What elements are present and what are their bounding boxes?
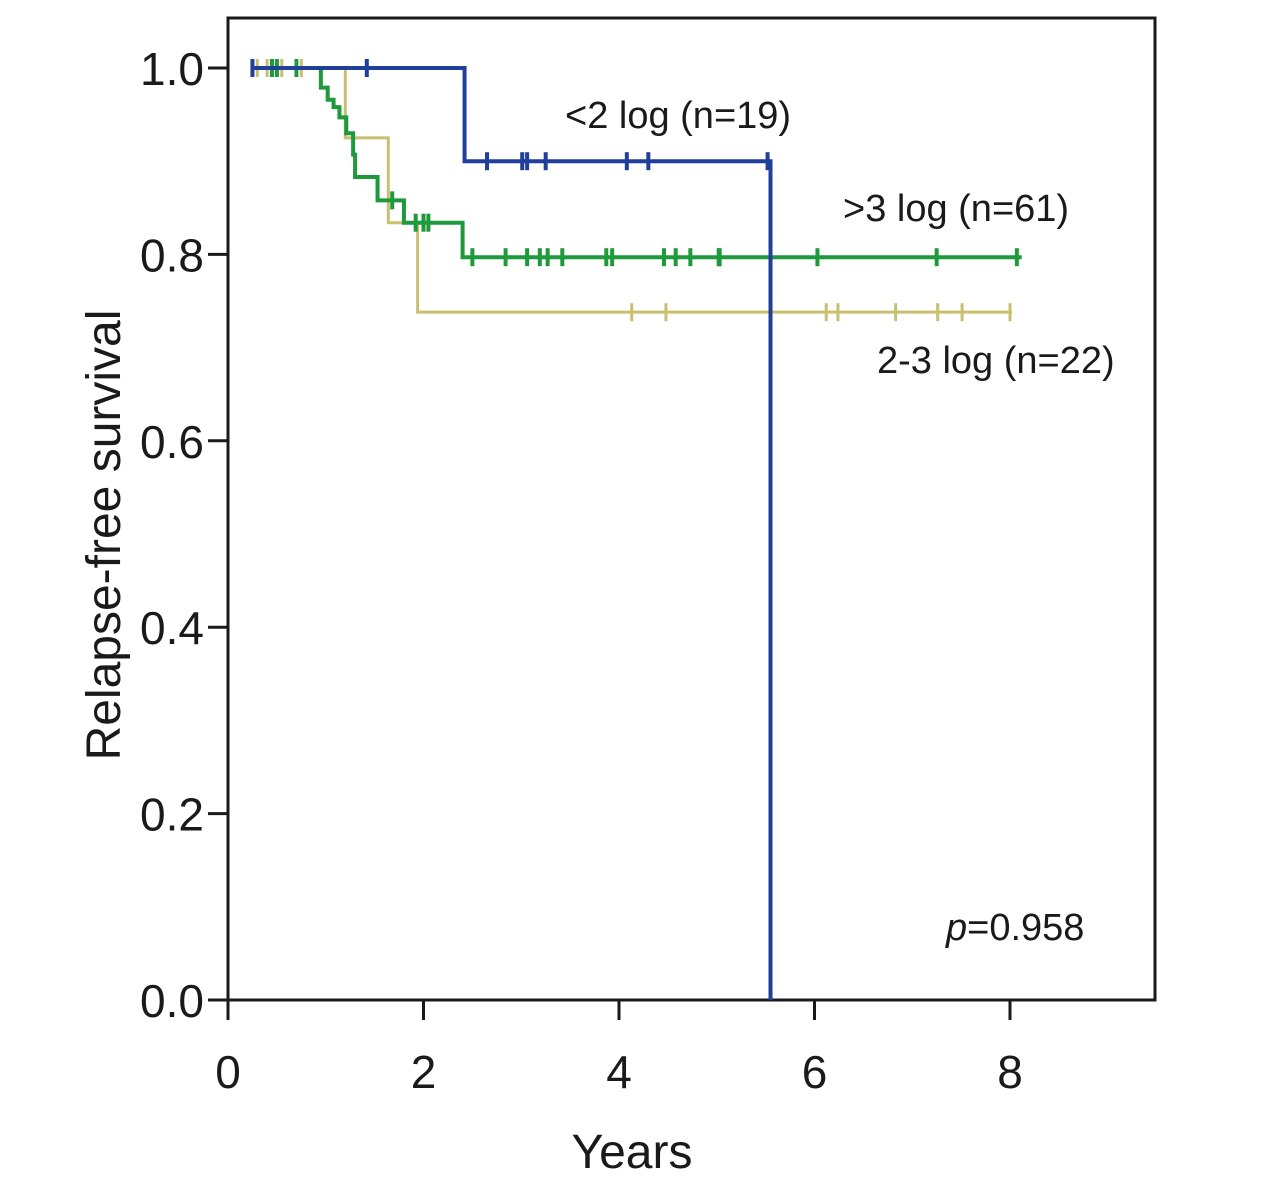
p-value-annotation: p=0.958	[945, 907, 1084, 949]
legend-label-2-3log: 2-3 log (n=22)	[877, 340, 1115, 382]
legend-label-lt2log: <2 log (n=19)	[565, 95, 791, 137]
y-tick-label: 1.0	[140, 43, 204, 95]
y-tick-label: 0.8	[140, 229, 204, 281]
p-value: =0.958	[967, 907, 1084, 949]
y-tick-label: 0.0	[140, 975, 204, 1027]
y-axis-label: Relapse-free survival	[78, 310, 131, 761]
p-label: p	[945, 907, 967, 949]
x-axis-label: Years	[572, 1126, 693, 1179]
y-tick-label: 0.4	[140, 602, 204, 654]
x-tick-label: 6	[802, 1046, 828, 1098]
plot-frame	[226, 16, 1157, 1002]
y-tick-label: 0.2	[140, 789, 204, 841]
survival-curve-1	[257, 66, 1022, 260]
legend-label-gt3log: >3 log (n=61)	[843, 188, 1069, 230]
x-tick-label: 2	[411, 1046, 437, 1098]
y-tick-label: 0.6	[140, 416, 204, 468]
survival-curve-0	[252, 66, 773, 1000]
x-tick-label: 8	[997, 1046, 1023, 1098]
survival-curve-2	[257, 66, 1012, 314]
x-tick-label: 0	[215, 1046, 241, 1098]
x-tick-label: 4	[606, 1046, 632, 1098]
